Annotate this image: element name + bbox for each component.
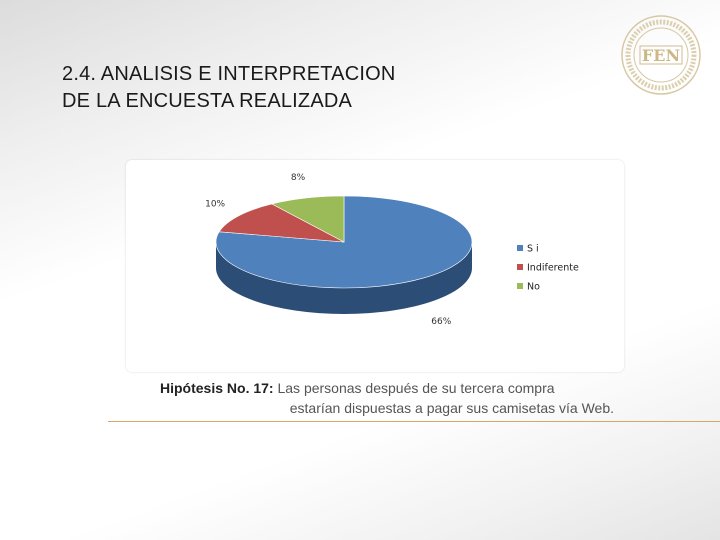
slide-title: 2.4. ANALISIS E INTERPRETACION DE LA ENC… [62, 61, 622, 115]
chart-panel: 66% 10% 8% S i Indiferente No [126, 160, 624, 372]
legend-swatch-no [517, 283, 523, 289]
caption-line-1: Hipótesis No. 17: Las personas después d… [160, 378, 620, 398]
pie-chart: 66% 10% 8% S i Indiferente No [205, 173, 579, 327]
pie-slice-indiferente [218, 203, 345, 243]
pie-sides [216, 242, 472, 314]
pie-label-indiferente: 10% [205, 200, 225, 210]
pie-label-s-i: 66% [431, 317, 451, 327]
legend-label-s-i: S i [527, 244, 539, 255]
slide-title-line-1: 2.4. ANALISIS E INTERPRETACION [62, 63, 396, 85]
legend-swatch-s-i [517, 245, 523, 251]
legend-swatch-indiferente [517, 264, 523, 270]
caption-label: Hipótesis No. 17: [160, 380, 274, 396]
slide-title-line-2: DE LA ENCUESTA REALIZADA [62, 90, 353, 112]
pie-side-s-i [216, 242, 472, 314]
pie-tops [215, 195, 473, 289]
caption-text-2: estarían dispuestas a pagar sus camiseta… [289, 400, 614, 416]
caption-text-1: Las personas después de su tercera compr… [273, 380, 555, 396]
legend-label-no: No [527, 282, 540, 293]
fen-seal-logo: FEN [621, 15, 701, 95]
pie-label-no: 8% [291, 173, 306, 183]
seal-logo-text: FEN [642, 46, 680, 65]
hypothesis-caption: Hipótesis No. 17: Las personas después d… [160, 378, 620, 418]
chart-legend: S i Indiferente No [517, 244, 579, 293]
pie-slice-s-i [215, 195, 473, 289]
legend-label-indiferente: Indiferente [527, 263, 579, 274]
pie-slice-no [271, 195, 345, 243]
divider-line [108, 421, 720, 422]
pie-labels: 66% 10% 8% [205, 173, 452, 327]
